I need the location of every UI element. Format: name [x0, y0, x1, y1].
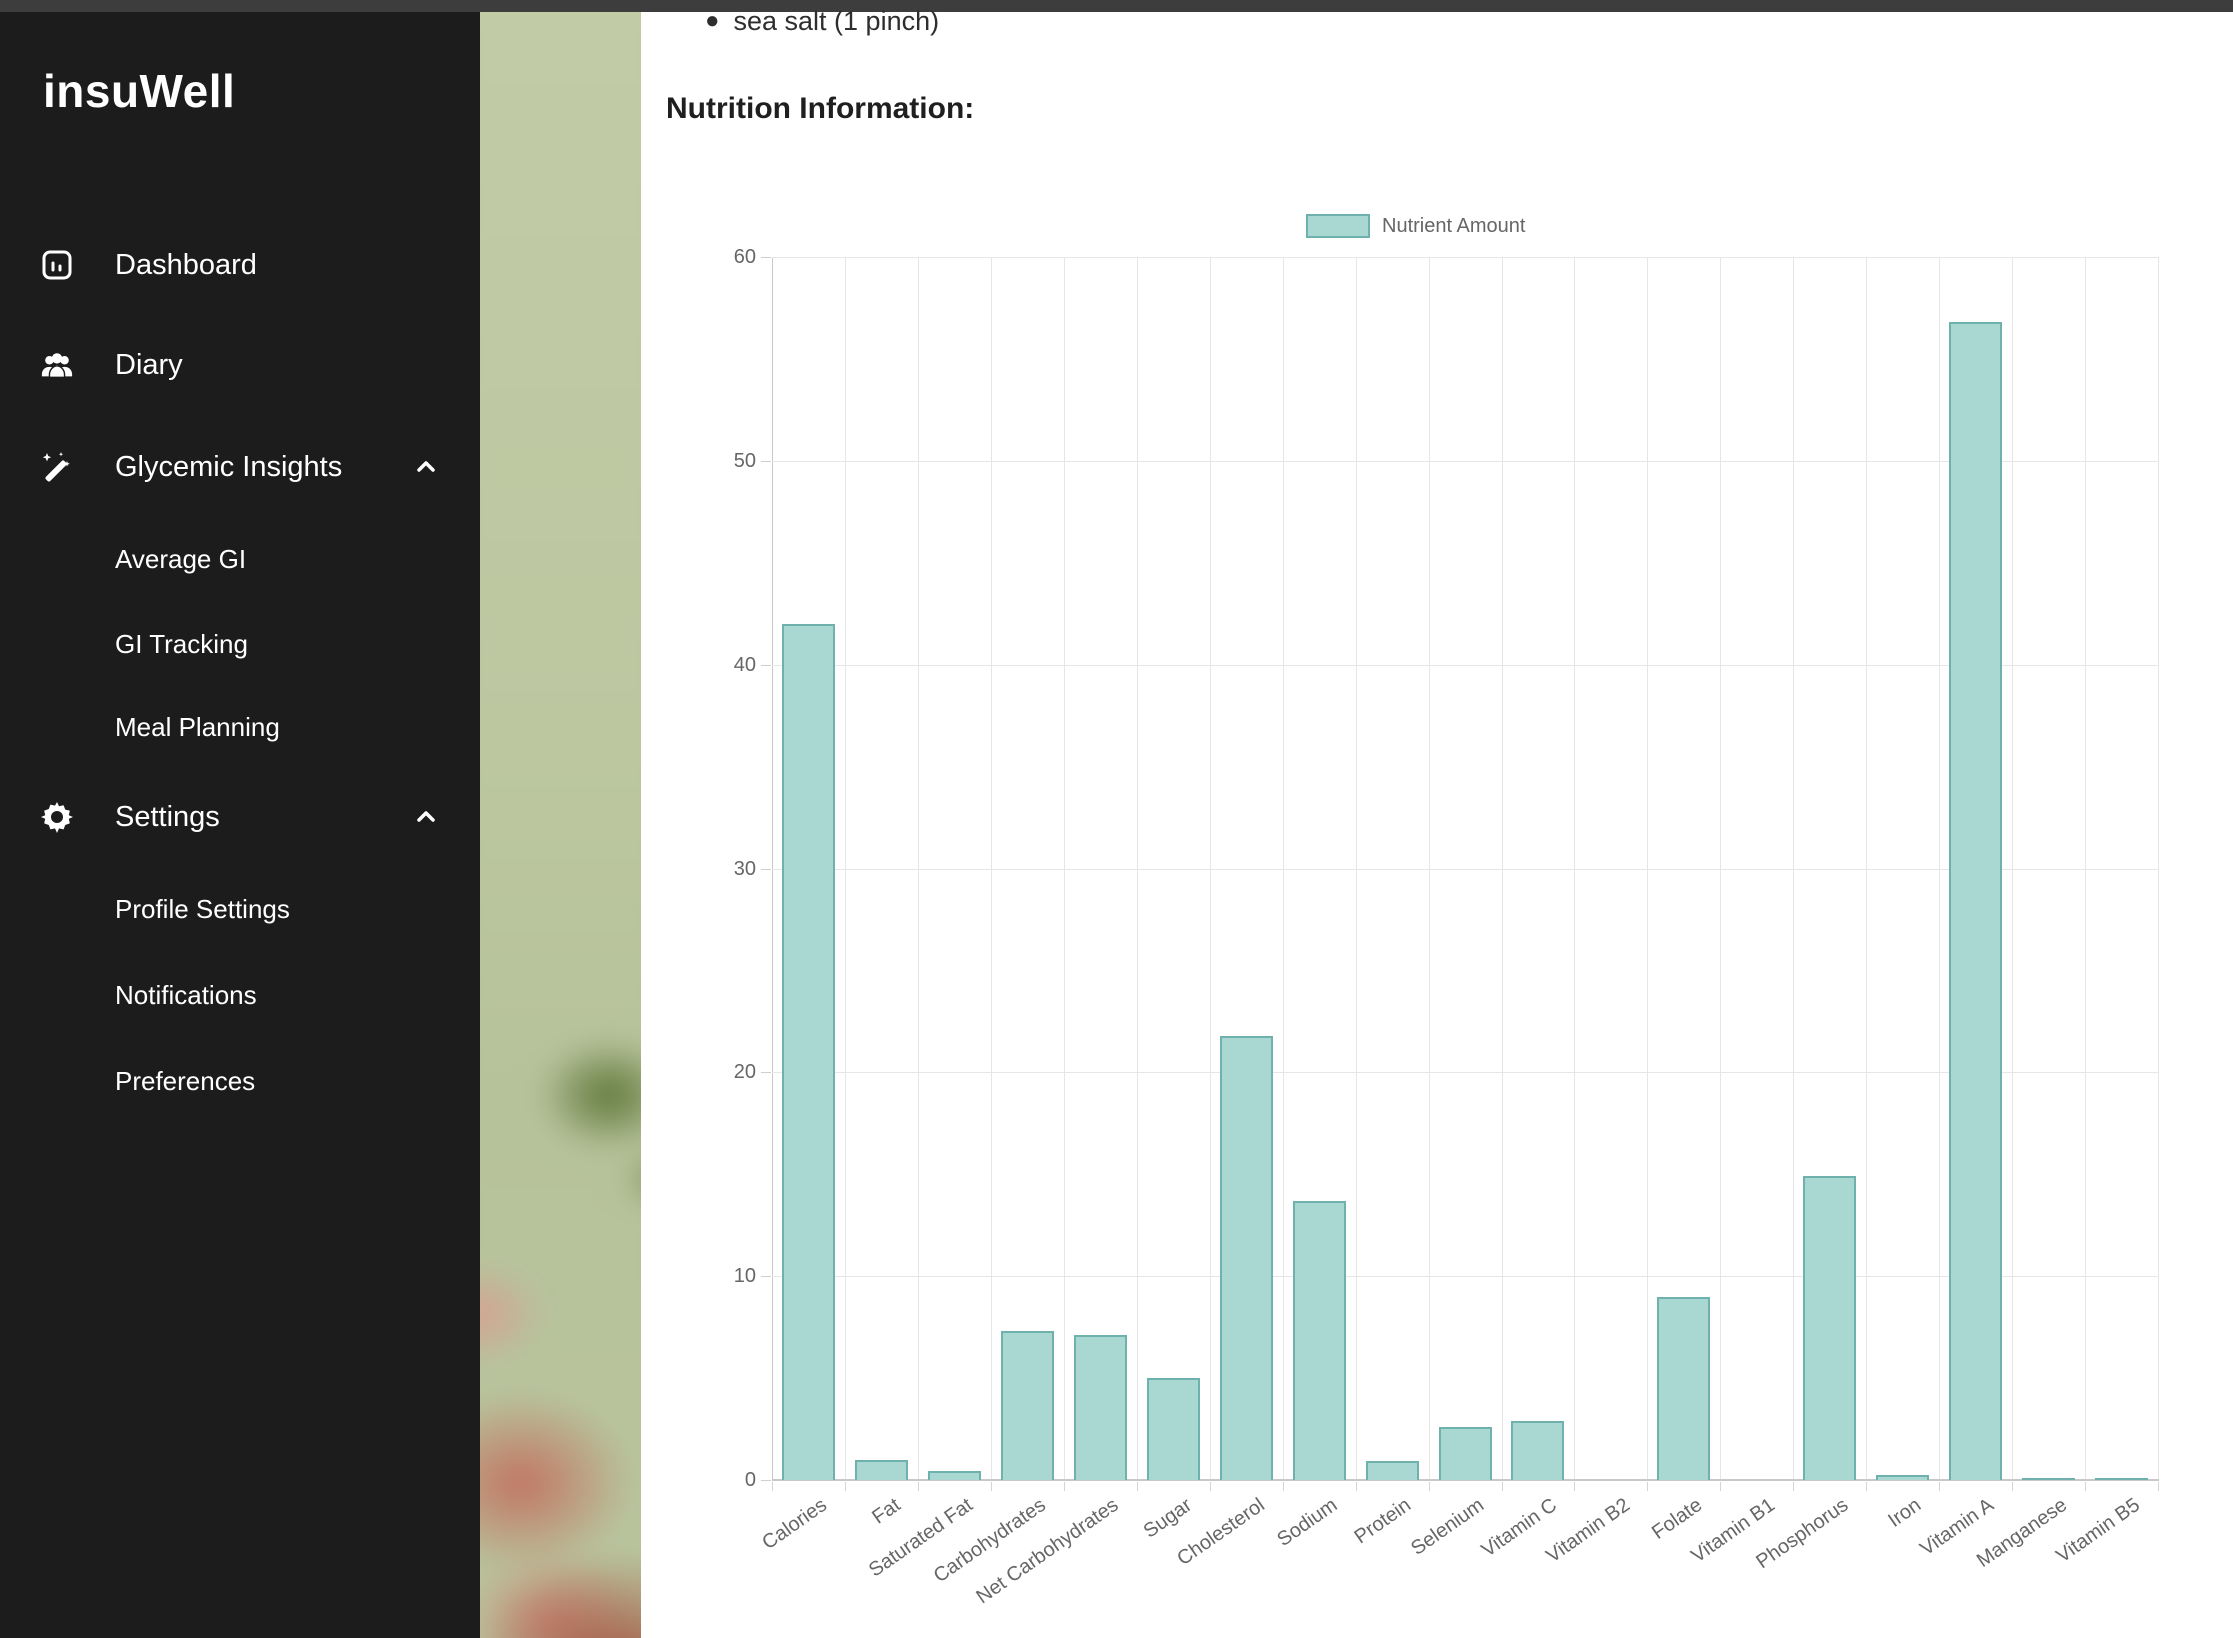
people-icon	[40, 348, 74, 382]
sidebar-item-glycemic-insights[interactable]: Glycemic Insights	[0, 439, 480, 495]
x-tick-mark	[1939, 1482, 1941, 1491]
sidebar-item-profile-settings[interactable]: Profile Settings	[115, 894, 290, 924]
sidebar-item-settings[interactable]: Settings	[0, 789, 480, 845]
x-tick-mark	[990, 1482, 992, 1491]
sidebar-item-label: Glycemic Insights	[115, 450, 343, 483]
bar-protein[interactable]	[1365, 1461, 1419, 1480]
chevron-up-icon[interactable]	[415, 806, 437, 828]
x-tick-mark	[1574, 1482, 1576, 1491]
y-tick-mark	[761, 1276, 771, 1278]
y-tick-mark	[761, 1072, 771, 1074]
x-tick-mark	[1866, 1482, 1868, 1491]
sidebar-item-dashboard[interactable]: Dashboard	[0, 237, 480, 293]
y-tick-label: 30	[733, 857, 756, 880]
h-gridline	[772, 1276, 2158, 1278]
bar-vitamin-b5[interactable]	[2095, 1478, 2148, 1480]
bar-fat[interactable]	[854, 1460, 908, 1480]
x-tick-mark	[917, 1482, 919, 1491]
bar-sugar[interactable]	[1146, 1378, 1200, 1480]
y-tick-label: 20	[733, 1061, 756, 1084]
y-tick-mark	[761, 1480, 771, 1481]
bar-net-carbohydrates[interactable]	[1073, 1335, 1127, 1480]
app-logo: insuWell	[43, 65, 236, 117]
chart-legend[interactable]: Nutrient Amount	[1306, 214, 1525, 238]
ingredient-list-item: ● sea salt (1 pinch)	[705, 6, 939, 37]
bar-saturated-fat[interactable]	[927, 1471, 981, 1480]
gear-icon	[40, 800, 74, 834]
ingredient-text: sea salt (1 pinch)	[733, 6, 940, 36]
x-axis-line	[772, 1479, 2159, 1481]
h-gridline	[772, 1072, 2158, 1074]
sidebar-item-label: Diary	[115, 348, 183, 381]
x-tick-mark	[1501, 1482, 1503, 1491]
bar-vitamin-a[interactable]	[1949, 322, 2003, 1480]
y-tick-label: 50	[733, 449, 756, 472]
sidebar-item-preferences[interactable]: Preferences	[115, 1066, 256, 1096]
bar-calories[interactable]	[782, 624, 835, 1480]
y-tick-mark	[761, 460, 771, 462]
top-window-strip	[0, 0, 2233, 12]
bar-carbohydrates[interactable]	[1000, 1331, 1054, 1480]
chevron-up-icon[interactable]	[415, 456, 437, 478]
x-tick-mark	[1355, 1482, 1357, 1491]
sidebar-item-notifications[interactable]: Notifications	[115, 980, 257, 1010]
x-tick-mark	[1720, 1482, 1722, 1491]
sidebar-item-label: Dashboard	[115, 248, 257, 281]
x-tick-mark	[844, 1482, 846, 1491]
x-tick-mark	[1136, 1482, 1138, 1491]
sidebar-item-meal-planning[interactable]: Meal Planning	[115, 712, 280, 742]
bar-selenium[interactable]	[1438, 1427, 1492, 1480]
y-tick-label: 40	[733, 653, 756, 676]
x-tick-mark	[1793, 1482, 1795, 1491]
bar-manganese[interactable]	[2022, 1478, 2076, 1480]
y-tick-label: 10	[733, 1265, 756, 1288]
bullet-icon: ●	[705, 7, 720, 34]
sidebar-item-label: Settings	[115, 800, 220, 833]
y-tick-mark	[761, 257, 771, 258]
x-tick-mark	[772, 1482, 773, 1491]
bar-cholesterol[interactable]	[1219, 1036, 1273, 1480]
h-gridline	[772, 664, 2158, 666]
sidebar: insuWell Dashboard Diary	[0, 12, 480, 1638]
v-gridline	[2158, 257, 2159, 1480]
y-tick-label: 60	[733, 246, 756, 268]
x-tick-mark	[2012, 1482, 2014, 1491]
background-photo-strip	[480, 12, 641, 1638]
bar-iron[interactable]	[1876, 1475, 1930, 1480]
x-tick-mark	[1647, 1482, 1649, 1491]
dashboard-icon	[40, 248, 74, 282]
sidebar-item-gi-tracking[interactable]: GI Tracking	[115, 629, 248, 659]
h-gridline	[772, 868, 2158, 870]
sidebar-item-average-gi[interactable]: Average GI	[115, 544, 247, 574]
legend-label: Nutrient Amount	[1382, 214, 1526, 237]
x-tick-mark	[1209, 1482, 1211, 1491]
y-tick-mark	[761, 664, 771, 666]
legend-swatch-icon	[1306, 214, 1370, 238]
bar-vitamin-c[interactable]	[1511, 1421, 1565, 1480]
y-tick-label: 0	[744, 1469, 756, 1491]
sidebar-item-diary[interactable]: Diary	[0, 337, 480, 393]
wand-icon	[40, 450, 74, 484]
section-heading: Nutrition Information:	[666, 92, 975, 125]
bar-folate[interactable]	[1657, 1297, 1711, 1480]
x-tick-mark	[2085, 1482, 2087, 1491]
x-tick-mark	[1063, 1482, 1065, 1491]
x-tick-mark	[2158, 1482, 2159, 1491]
x-tick-mark	[1282, 1482, 1284, 1491]
bar-sodium[interactable]	[1292, 1201, 1346, 1480]
x-tick-mark	[1428, 1482, 1430, 1491]
h-gridline	[772, 460, 2158, 462]
bar-phosphorus[interactable]	[1803, 1176, 1857, 1480]
h-gridline	[772, 257, 2158, 258]
y-tick-mark	[761, 868, 771, 870]
